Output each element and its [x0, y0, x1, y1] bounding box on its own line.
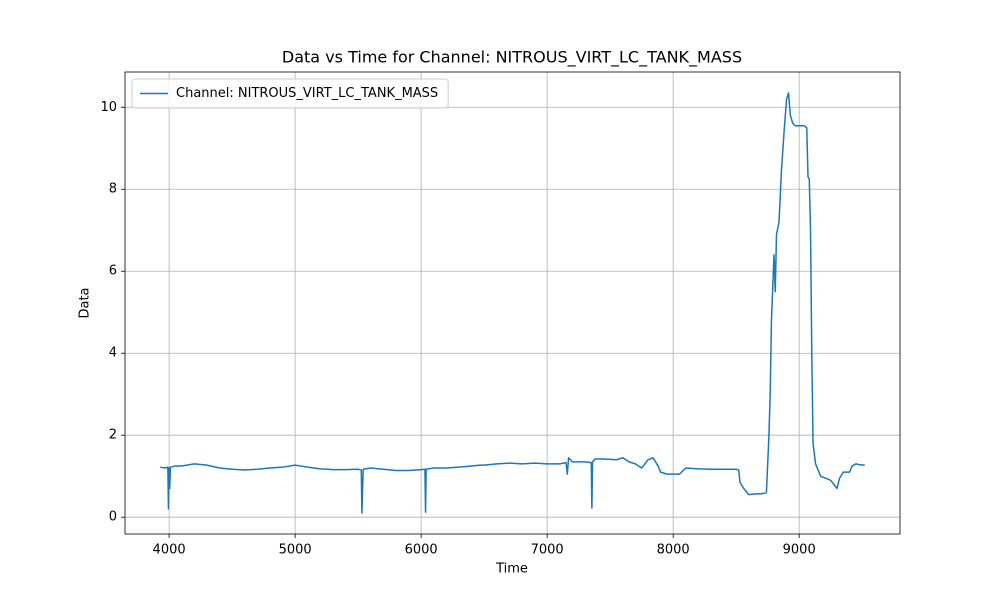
x-tick-label: 4000	[153, 543, 186, 558]
legend-box	[131, 78, 449, 109]
data-line	[160, 92, 865, 514]
x-tick-label: 7000	[531, 543, 564, 558]
y-tick-label: 2	[109, 428, 117, 443]
x-tick-label: 9000	[783, 543, 816, 558]
y-tick-label: 8	[109, 182, 117, 197]
axes-frame	[124, 71, 901, 535]
legend-label: Channel: NITROUS_VIRT_LC_TANK_MASS	[176, 86, 438, 101]
x-tick-label: 8000	[657, 543, 690, 558]
y-tick-label: 10	[100, 100, 117, 115]
y-tick-label: 4	[109, 346, 117, 361]
x-tick-label: 5000	[279, 543, 312, 558]
x-axis-label: Time	[495, 562, 528, 577]
y-tick-label: 6	[109, 264, 117, 279]
x-tick-label: 6000	[405, 543, 438, 558]
y-axis-label: Data	[78, 287, 93, 318]
y-tick-label: 0	[109, 510, 117, 525]
chart-title: Data vs Time for Channel: NITROUS_VIRT_L…	[282, 48, 742, 68]
